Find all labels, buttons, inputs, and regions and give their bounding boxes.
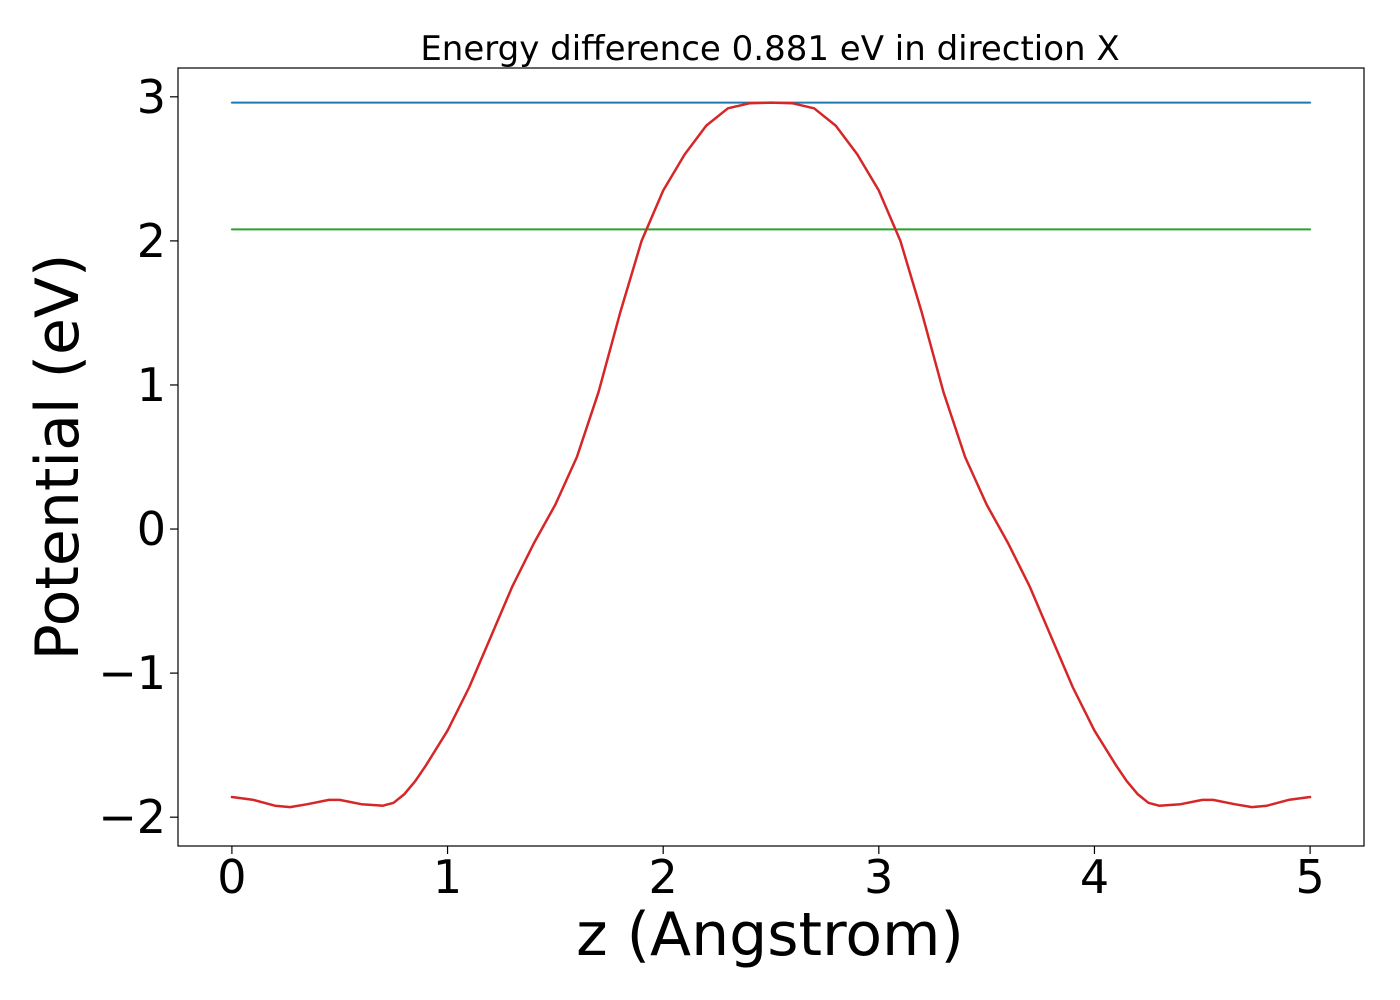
- y-tick-label: 2: [137, 214, 166, 268]
- x-tick-label: 0: [217, 850, 246, 904]
- x-tick-label: 4: [1080, 850, 1109, 904]
- x-tick-label: 5: [1295, 850, 1324, 904]
- y-tick-label: −2: [98, 790, 166, 844]
- y-axis-ticks: −2 −1 0 1 2 3: [98, 70, 178, 844]
- plot-series: [230, 101, 1312, 809]
- plot-frame: [177, 67, 1365, 847]
- series-line-red: [230, 101, 1312, 809]
- x-axis-ticks: 0 1 2 3 4 5: [217, 846, 1325, 904]
- x-tick-label: 2: [649, 850, 678, 904]
- y-axis-label: Potential (eV): [23, 254, 93, 661]
- y-tick-label: 1: [137, 358, 166, 412]
- y-tick-label: 0: [137, 502, 166, 556]
- x-tick-label: 1: [433, 850, 462, 904]
- y-tick-label: −1: [98, 646, 166, 700]
- y-tick-label: 3: [137, 70, 166, 124]
- x-tick-label: 3: [864, 850, 893, 904]
- chart-title: Energy difference 0.881 eV in direction …: [420, 29, 1119, 69]
- x-axis-label: z (Angstrom): [576, 900, 964, 970]
